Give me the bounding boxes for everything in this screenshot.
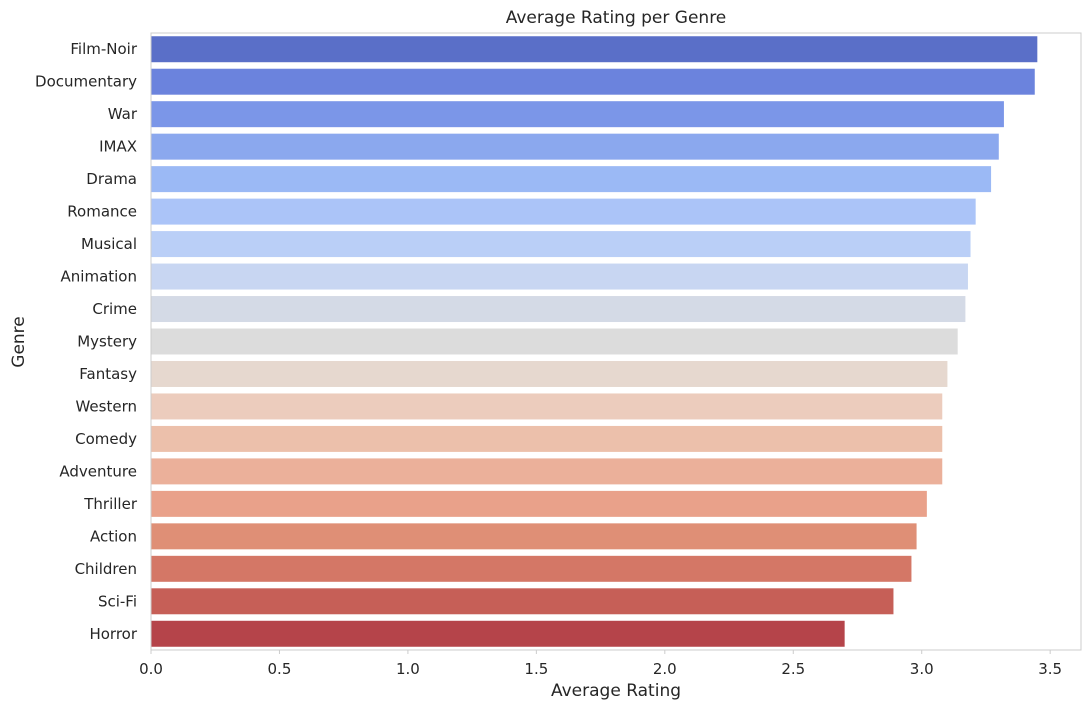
x-tick-label: 1.5 xyxy=(524,660,548,678)
bar-fantasy xyxy=(151,361,947,387)
bar-musical xyxy=(151,231,971,257)
y-tick-label: Musical xyxy=(81,235,137,253)
y-tick-label: Crime xyxy=(92,300,137,318)
y-tick-label: Children xyxy=(75,560,137,578)
bar-crime xyxy=(151,296,965,322)
y-tick-label: Fantasy xyxy=(79,365,137,383)
y-tick-label: Film-Noir xyxy=(70,40,137,58)
y-tick-label: Drama xyxy=(86,170,137,188)
y-tick-labels: Film-Noir Documentary War IMAX Drama Romance M… xyxy=(35,40,138,643)
x-tick-label: 2.0 xyxy=(653,660,677,678)
bar-documentary xyxy=(151,69,1035,95)
y-tick-label: Mystery xyxy=(77,333,137,351)
bar-western xyxy=(151,393,942,419)
bar-sci-fi xyxy=(151,588,893,614)
bar-drama xyxy=(151,166,991,192)
x-tick-label: 3.0 xyxy=(910,660,934,678)
x-tick-label: 3.5 xyxy=(1038,660,1062,678)
x-tick-label: 0.5 xyxy=(268,660,292,678)
y-axis-title: Genre xyxy=(9,316,29,367)
y-tick-label: Documentary xyxy=(35,73,137,91)
x-tick-label: 0.0 xyxy=(139,660,163,678)
y-tick-label: Thriller xyxy=(83,495,138,513)
bar-adventure xyxy=(151,458,942,484)
x-axis-title: Average Rating xyxy=(551,681,681,701)
y-tick-label: Western xyxy=(75,397,137,415)
chart-title: Average Rating per Genre xyxy=(506,8,727,28)
y-tick-label: Comedy xyxy=(75,430,137,448)
y-tick-label: IMAX xyxy=(99,138,137,156)
bar-mystery xyxy=(151,329,958,355)
bar-thriller xyxy=(151,491,927,517)
bar-comedy xyxy=(151,426,942,452)
bar-children xyxy=(151,556,911,582)
x-tick-label: 2.5 xyxy=(781,660,805,678)
bar-horror xyxy=(151,621,845,647)
bar-imax xyxy=(151,134,999,160)
bar-romance xyxy=(151,199,976,225)
y-tick-label: Sci-Fi xyxy=(98,592,137,610)
x-ticks: 0.0 0.5 1.0 1.5 2.0 2.5 3.0 3.5 xyxy=(139,650,1062,678)
y-tick-label: Horror xyxy=(89,625,137,643)
y-tick-label: Romance xyxy=(67,203,137,221)
x-tick-label: 1.0 xyxy=(396,660,420,678)
y-tick-label: Animation xyxy=(61,268,137,286)
y-tick-label: Action xyxy=(90,527,137,545)
y-tick-label: War xyxy=(108,105,138,123)
y-tick-label: Adventure xyxy=(59,462,137,480)
bar-film-noir xyxy=(151,36,1037,62)
bar-war xyxy=(151,101,1004,127)
bars-group xyxy=(151,36,1037,647)
bar-animation xyxy=(151,264,968,290)
bar-action xyxy=(151,523,917,549)
